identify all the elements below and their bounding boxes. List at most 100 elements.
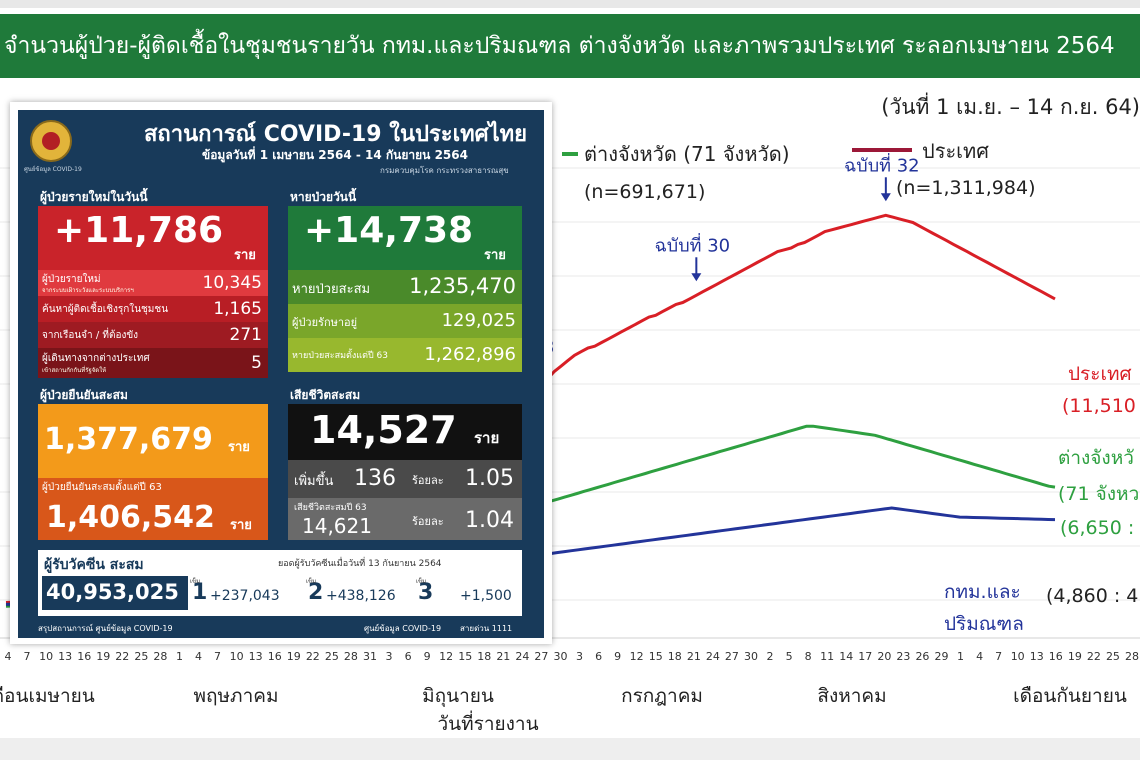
cumulative-since-box: ผู้ป่วยยืนยันสะสมตั้งแต่ปี 63 1,406,542 …: [38, 478, 268, 540]
x-tick-label: 13: [249, 650, 263, 663]
x-tick-label: 18: [668, 650, 682, 663]
month-label: พฤษภาคม: [194, 685, 279, 707]
x-tick-label: 10: [1011, 650, 1025, 663]
covid-infographic: ศูนย์ข้อมูล COVID-19 สถานการณ์ COVID-19 …: [18, 110, 544, 638]
x-tick-label: 6: [405, 650, 412, 663]
x-tick-label: 14: [839, 650, 853, 663]
x-tick-label: 24: [515, 650, 529, 663]
end-label-green-1: ต่างจังหวั: [1058, 447, 1134, 469]
x-tick-label: 22: [1087, 650, 1101, 663]
annotation-arrowhead-4: [691, 273, 702, 282]
annotation-arrowhead-5: [880, 193, 891, 202]
x-tick-label: 23: [896, 650, 910, 663]
ddc-logo-icon: [30, 120, 72, 162]
x-tick-label: 27: [725, 650, 739, 663]
x-tick-label: 11: [820, 650, 834, 663]
deaths-since-row: เสียชีวิตสะสมปี 63 14,621 ร้อยละ 1.04: [288, 498, 522, 540]
legend-blue-1: กทม.และ: [944, 581, 1021, 603]
x-tick-label: 29: [934, 650, 948, 663]
cumulative-label: ผู้ป่วยยืนยันสะสม: [40, 388, 128, 402]
legend-blue-2: ปริมณฑล: [944, 613, 1024, 635]
recovered-value: +14,738: [304, 210, 474, 251]
annotation-4: ฉบับที่ 30: [655, 232, 731, 256]
x-tick-label: 4: [976, 650, 983, 663]
annotation-5: ฉบับที่ 32: [844, 152, 920, 176]
x-tick-label: 24: [706, 650, 720, 663]
x-tick-label: 30: [744, 650, 758, 663]
deaths-inc-row: เพิ่มขึ้น 136 ร้อยละ 1.05: [288, 460, 522, 498]
deaths-value: 14,527: [310, 408, 457, 452]
x-tick-label: 1: [957, 650, 964, 663]
x-tick-label: 4: [195, 650, 202, 663]
bottom-strip: [0, 738, 1140, 760]
x-tick-label: 2: [767, 650, 774, 663]
month-labels: เดือนเมษายน พฤษภาคม มิถุนายน กรกฎาคม สิงหาคม…: [0, 685, 1127, 735]
rec-row-0: หายป่วยสะสม 1,235,470: [288, 270, 522, 304]
x-tick-label: 13: [58, 650, 72, 663]
dose3-value: +1,500: [460, 588, 512, 604]
x-axis-label: วันที่รายงาน: [437, 710, 538, 735]
x-tick-label: 27: [534, 650, 548, 663]
vaccine-box: ผู้รับวัคซีน สะสม ยอดผู้รับวัคซีนเมื่อวั…: [38, 550, 522, 616]
x-tick-label: 3: [576, 650, 583, 663]
card-title: สถานการณ์ COVID-19 ในประเทศไทย: [144, 122, 528, 147]
legend-green: ต่างจังหวัด (71 จังหวัด): [584, 142, 790, 166]
footer-hotline: สายด่วน 1111: [460, 624, 513, 633]
new-row-1: ค้นหาผู้ติดเชื้อเชิงรุกในชุมชน 1,165: [38, 296, 268, 322]
series-end-labels: ประเทศ (11,510 ต่างจังหวั (71 จังหว (6,650 :…: [944, 363, 1139, 635]
card-subtitle: ข้อมูลวันที่ 1 เมษายน 2564 - 14 กันยายน …: [202, 148, 468, 162]
x-tick-label: 21: [496, 650, 510, 663]
new-row-3: ผู้เดินทางจากต่างประเทศ เข้าสถานกักกันที…: [38, 348, 268, 378]
dose2-icon: 2: [308, 580, 324, 605]
x-tick-label: 7: [214, 650, 221, 663]
x-tick-label: 8: [805, 650, 812, 663]
x-tick-label: 15: [649, 650, 663, 663]
x-tick-label: 3: [386, 650, 393, 663]
x-tick-label: 25: [325, 650, 339, 663]
month-label: กรกฎาคม: [621, 685, 703, 707]
legend-red-n: (n=1,311,984): [896, 177, 1036, 199]
recovered-label: หายป่วยวันนี้: [290, 190, 357, 204]
vaccine-note: ยอดผู้รับวัคซีนเมื่อวันที่ 13 กันยายน 25…: [278, 559, 442, 569]
x-tick-label: 25: [1106, 650, 1120, 663]
recovered-box: +14,738 ราย: [288, 206, 522, 270]
new-cases-unit: ราย: [234, 248, 256, 263]
x-tick-label: 10: [39, 650, 53, 663]
end-label-red-1: ประเทศ: [1068, 363, 1132, 385]
end-label-blue: (4,860 : 4: [1046, 585, 1138, 607]
x-tick-label: 18: [477, 650, 491, 663]
date-range-label: (วันที่ 1 เม.ย. – 14 ก.ย. 64): [881, 92, 1140, 119]
deaths-box: 14,527 ราย: [288, 404, 522, 460]
x-tick-label: 16: [1049, 650, 1063, 663]
deaths-label: เสียชีวิตสะสม: [290, 388, 361, 402]
new-cases-value: +11,786: [54, 210, 224, 251]
month-label: มิถุนายน: [422, 685, 494, 708]
legend-green-n: (n=691,671): [584, 181, 705, 203]
x-tick-labels: 4 7 10 13 16 19 22 25 28 1 4 7 10 13 16 19 22 25 28 31 3 6 9 12…: [5, 650, 1140, 663]
x-tick-label: 6: [595, 650, 602, 663]
card-source: กรมควบคุมโรค กระทรวงสาธารณสุข: [380, 166, 509, 175]
cumulative-value: 1,377,679: [44, 422, 213, 457]
x-tick-label: 20: [877, 650, 891, 663]
cumulative-since-value: 1,406,542: [46, 500, 215, 535]
x-tick-label: 10: [230, 650, 244, 663]
legend-red: ประเทศ: [922, 139, 989, 163]
dose1-value: +237,043: [210, 588, 280, 604]
vaccine-total-box: 40,953,025: [42, 576, 188, 610]
vaccine-total: 40,953,025: [46, 580, 179, 604]
x-tick-label: 28: [344, 650, 358, 663]
rec-row-1: ผู้ป่วยรักษาอยู่ 129,025: [288, 304, 522, 338]
vaccine-label: ผู้รับวัคซีน สะสม: [44, 557, 144, 573]
x-tick-label: 16: [77, 650, 91, 663]
banner-title: จำนวนผู้ป่วย-ผู้ติดเชื้อในชุมชนรายวัน กท…: [0, 14, 1140, 78]
x-tick-label: 7: [995, 650, 1002, 663]
x-tick-label: 16: [268, 650, 282, 663]
new-cases-label: ผู้ป่วยรายใหม่ในวันนี้: [40, 190, 148, 204]
x-tick-label: 21: [687, 650, 701, 663]
end-label-green-3: (6,650 :: [1060, 517, 1134, 539]
x-tick-label: 19: [1068, 650, 1082, 663]
x-tick-label: 4: [5, 650, 12, 663]
recovered-unit: ราย: [484, 248, 506, 263]
x-tick-label: 9: [614, 650, 621, 663]
new-row-2: จากเรือนจำ / ที่ต้องขัง 271: [38, 322, 268, 348]
